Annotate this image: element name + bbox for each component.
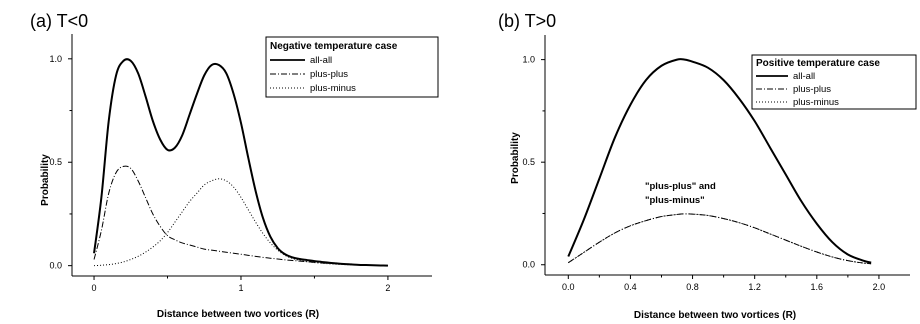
panel-b-annotation: "plus-plus" and "plus-minus" bbox=[645, 181, 716, 206]
panel-a-series bbox=[93, 58, 388, 267]
panel-a-x-tick-label: 1 bbox=[238, 283, 243, 293]
chart-panel-b: (b) T>0 0.0 0.4 0.8 1.2 1.6 2.0 0.0 0.5 1.0 Dist… bbox=[498, 11, 917, 321]
panel-a-legend-label-plus-plus: plus-plus bbox=[310, 69, 348, 80]
panel-b-x-tick-label: 2.0 bbox=[873, 282, 886, 292]
panel-a-x-tick-label: 2 bbox=[385, 283, 390, 293]
panel-a-axes: 0 1 2 0.0 0.5 1.0 bbox=[49, 34, 432, 293]
panel-b-legend-title: Positive temperature case bbox=[756, 58, 880, 69]
panel-b-x-tick-label: 1.6 bbox=[811, 282, 824, 292]
panel-b-legend-label-plus-plus: plus-plus bbox=[793, 84, 831, 95]
panel-a-series-all-all bbox=[93, 58, 388, 267]
chart-panel-a: (a) T<0 0 1 2 0.0 0.5 1.0 Distance between tw… bbox=[30, 11, 439, 320]
panel-a-y-tick-label: 0.0 bbox=[49, 261, 62, 271]
panel-b-legend-box bbox=[751, 54, 917, 110]
panel-b-series-all-all bbox=[567, 58, 872, 264]
panel-b-label: (b) T>0 bbox=[498, 11, 556, 31]
panel-a-y-axis-title: Probability bbox=[40, 154, 51, 206]
panel-b-y-tick-label: 1.0 bbox=[522, 55, 535, 65]
panel-b-annotation-line-2: "plus-minus" bbox=[645, 195, 705, 206]
panel-a-series-plus-plus bbox=[93, 165, 388, 267]
panel-a-legend-label-plus-minus: plus-minus bbox=[310, 83, 356, 94]
panel-b-x-tick-label: 0.8 bbox=[686, 282, 699, 292]
panel-b-series-plus-plus bbox=[568, 213, 872, 265]
panel-a-x-axis-title: Distance between two vortices (R) bbox=[157, 309, 319, 320]
panel-b-annotation-line-1: "plus-plus" and bbox=[645, 181, 716, 192]
panel-a-y-tick-label: 1.0 bbox=[49, 54, 62, 64]
panel-a-legend: Negative temperature case all-all plus-p… bbox=[265, 36, 439, 98]
panel-a-legend-box bbox=[265, 36, 439, 98]
panel-b-legend-label-all-all: all-all bbox=[793, 71, 815, 82]
panel-a-series-plus-minus bbox=[94, 178, 388, 267]
panel-b-x-tick-label: 1.2 bbox=[748, 282, 761, 292]
panel-a-legend-title: Negative temperature case bbox=[270, 41, 398, 52]
panel-b-legend: Positive temperature case all-all plus-p… bbox=[751, 54, 917, 110]
panel-a-legend-label-all-all: all-all bbox=[310, 55, 332, 66]
panel-b-series-plus-minus bbox=[568, 213, 872, 265]
panel-a-label: (a) T<0 bbox=[30, 11, 88, 31]
panel-a-y-tick-label: 0.5 bbox=[49, 157, 62, 167]
panel-b-axes: 0.0 0.4 0.8 1.2 1.6 2.0 0.0 0.5 1.0 bbox=[522, 35, 910, 292]
panel-b-x-tick-label: 0.4 bbox=[624, 282, 637, 292]
panel-b-legend-label-plus-minus: plus-minus bbox=[793, 97, 839, 108]
panel-b-y-tick-label: 0.0 bbox=[522, 260, 535, 270]
panel-b-y-tick-label: 0.5 bbox=[522, 157, 535, 167]
panel-b-y-axis-title: Probability bbox=[510, 132, 521, 184]
panel-b-x-axis-title: Distance between two vortices (R) bbox=[634, 310, 796, 321]
panel-b-x-tick-label: 0.0 bbox=[562, 282, 575, 292]
panel-b-series bbox=[567, 58, 872, 265]
panel-a-x-tick-label: 0 bbox=[92, 283, 97, 293]
